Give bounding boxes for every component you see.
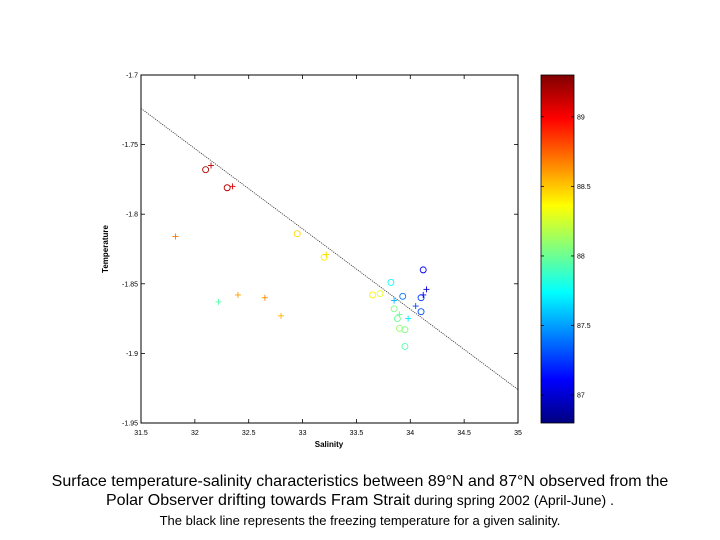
data-points <box>172 162 430 350</box>
data-point-cross <box>278 312 285 319</box>
data-point-circle <box>387 278 395 286</box>
data-point-cross <box>234 291 241 298</box>
data-point-circle <box>401 326 409 334</box>
y-axis-ticks: -1.7 -1.75 -1.8 -1.85 -1.9 -1.95 <box>122 73 518 428</box>
data-point-cross <box>229 183 236 190</box>
data-point-cross <box>208 162 215 169</box>
y-axis-label: Temperature <box>101 225 110 273</box>
y-tick-label: -1.9 <box>126 351 138 358</box>
x-axis-label: Salinity <box>315 440 344 449</box>
colorbar-tick-label: 87 <box>577 393 585 400</box>
y-tick-label: -1.8 <box>126 212 138 219</box>
colorbar-tick-label: 89 <box>577 114 585 121</box>
colorbar-tick-label: 88.5 <box>577 184 591 191</box>
data-point-cross <box>423 286 430 293</box>
data-point-circle <box>401 342 409 350</box>
caption-line-2-dates: during spring 2002 (April-June) . <box>410 492 614 508</box>
data-point-cross <box>391 297 398 304</box>
data-point-circle <box>419 266 427 274</box>
data-point-cross <box>396 311 403 318</box>
x-tick-label: 32 <box>191 430 199 437</box>
x-tick-label: 33.5 <box>350 430 364 437</box>
x-tick-label: 35 <box>514 430 522 437</box>
x-tick-label: 31.5 <box>134 430 148 437</box>
chart: 31.5 32 32.5 33 33.5 34 34.5 35 -1.7-1.75-1.8-1… <box>101 73 591 450</box>
y-tick-label: -1.75 <box>122 142 138 149</box>
data-point-cross <box>215 298 222 305</box>
data-point-cross <box>405 315 412 322</box>
colorbar <box>540 74 575 424</box>
data-point-circle <box>223 184 231 192</box>
y-tick-label: -1.95 <box>122 421 138 428</box>
data-point-circle <box>417 308 425 316</box>
x-tick-label: 34.5 <box>457 430 471 437</box>
freezing-line <box>140 108 519 390</box>
caption-line-2-main: Polar Observer drifting towards Fram Str… <box>106 492 411 509</box>
data-point-cross <box>323 251 330 258</box>
x-tick-label: 32.5 <box>242 430 256 437</box>
data-point-circle <box>369 291 377 299</box>
caption-line-1: Surface temperature-salinity characteris… <box>51 473 669 490</box>
data-point-circle <box>390 305 398 313</box>
data-point-circle <box>293 230 301 238</box>
data-point-circle <box>202 166 210 174</box>
caption-line-3: The black line represents the freezing t… <box>159 513 561 528</box>
x-tick-label: 34 <box>406 430 414 437</box>
data-point-cross <box>412 303 419 310</box>
caption-line-2: Polar Observer drifting towards Fram Str… <box>0 492 720 510</box>
data-point-circle <box>393 315 401 323</box>
colorbar-tick-label: 88 <box>577 253 585 260</box>
data-point-circle <box>399 292 407 300</box>
data-point-cross <box>261 294 268 301</box>
y-tick-label: -1.85 <box>122 281 138 288</box>
colorbar-tick-label: 87.5 <box>577 323 591 330</box>
x-tick-label: 33 <box>299 430 307 437</box>
data-point-circle <box>376 290 384 297</box>
data-point-cross <box>172 233 179 240</box>
y-tick-label: -1.7 <box>126 73 138 80</box>
data-point-cross <box>420 291 427 298</box>
colorbar-ticks: 89 88.5 88 87.5 87 <box>541 114 591 400</box>
plot-area <box>140 74 519 424</box>
x-axis-ticks: 31.5 32 32.5 33 33.5 34 34.5 35 <box>134 75 522 437</box>
